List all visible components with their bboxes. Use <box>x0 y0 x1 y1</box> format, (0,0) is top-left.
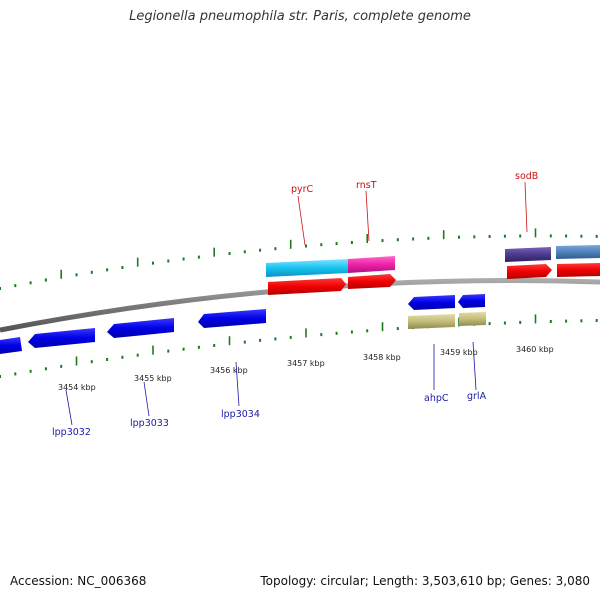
gene-lpp3032[interactable] <box>28 328 95 348</box>
genome-title: Legionella pneumophila str. Paris, compl… <box>129 9 471 24</box>
gene-reverse-edge[interactable] <box>0 337 22 354</box>
label-sodB: sodB <box>515 171 538 182</box>
scale-label-3460: 3460 kbp <box>516 345 554 354</box>
scale-label-3457: 3457 kbp <box>287 359 325 368</box>
gene-reverse-khaki-1[interactable] <box>408 314 455 329</box>
leader-pyrC <box>297 195 306 246</box>
scale-label-3455: 3455 kbp <box>134 374 172 383</box>
scale-label-3454: 3454 kbp <box>58 383 96 392</box>
accession-text: Accession: NC_006368 <box>10 574 147 588</box>
label-grlA: grlA <box>467 391 487 402</box>
gene-lpp3034[interactable] <box>198 309 266 328</box>
outer-scale-ticks <box>0 228 598 290</box>
gene-grlA[interactable] <box>458 294 485 308</box>
label-ahpC: ahpC <box>424 393 449 404</box>
label-rnsT: rnsT <box>356 180 377 191</box>
scale-label-3456: 3456 kbp <box>210 366 248 375</box>
leader-lpp3033 <box>143 381 150 417</box>
gene-forward-block[interactable] <box>556 245 600 259</box>
leader-sodB <box>524 181 528 233</box>
label-lpp3032: lpp3032 <box>52 427 91 438</box>
gene-forward-cds-3[interactable] <box>507 264 552 279</box>
inner-scale-ticks <box>0 314 598 378</box>
gene-sodB[interactable] <box>505 247 551 262</box>
gene-forward-cds-2[interactable] <box>348 274 396 289</box>
gene-pyrC[interactable] <box>266 259 348 277</box>
gene-reverse-khaki-2[interactable] <box>459 312 486 326</box>
leader-grlA <box>472 341 477 391</box>
gene-lpp3033[interactable] <box>107 318 174 338</box>
genome-summary: Topology: circular; Length: 3,503,610 bp… <box>260 574 590 588</box>
scale-label-3459: 3459 kbp <box>440 348 478 357</box>
label-lpp3034: lpp3034 <box>221 409 260 420</box>
leader-lpp3034 <box>235 361 240 407</box>
gene-ahpC[interactable] <box>408 295 455 310</box>
leader-rnsT <box>365 190 370 242</box>
leader-lpp3032 <box>65 389 73 426</box>
gene-forward-cds-1[interactable] <box>268 278 346 295</box>
scale-label-3458: 3458 kbp <box>363 353 401 362</box>
label-pyrC: pyrC <box>291 184 314 195</box>
gene-forward-cds-4[interactable] <box>557 263 600 277</box>
label-lpp3033: lpp3033 <box>130 418 169 429</box>
gene-rnsT[interactable] <box>348 256 395 273</box>
